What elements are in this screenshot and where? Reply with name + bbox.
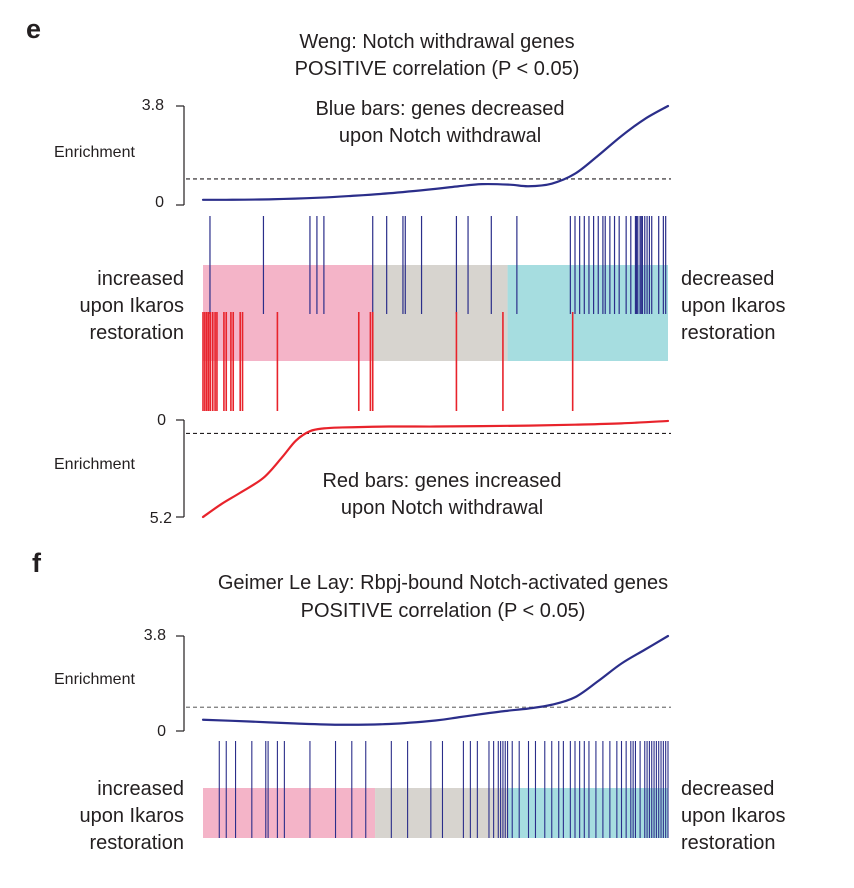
panel-e-region-teal [507, 265, 668, 361]
panel-e-upper-axis [176, 105, 185, 206]
panel-e-left-label-line1: increased [97, 268, 184, 290]
panel-e-upper-ymin-label: 0 [155, 194, 164, 211]
panel-e-lower-ylabel: Enrichment [54, 456, 135, 473]
panel-e-right-label: decreased upon Ikaros restoration [681, 268, 786, 344]
panel-e-left-label: increased upon Ikaros restoration [79, 268, 184, 344]
panel-e-blue-annotation-line2: upon Notch withdrawal [339, 125, 541, 147]
panel-f-left-label-line3: restoration [90, 832, 185, 854]
panel-e-lower-curve [201, 419, 670, 519]
panel-e-red-annotation-line2: upon Notch withdrawal [341, 497, 543, 519]
panel-f-region-teal [507, 788, 668, 838]
panel-e-lower-ymax-label: 5.2 [150, 510, 172, 527]
panel-e-left-label-line2: upon Ikaros [79, 295, 184, 317]
panel-f-region-bands [203, 788, 668, 838]
panel-e-upper-enrichment-line [201, 104, 670, 201]
panel-e-region-pink [203, 265, 373, 361]
panel-f-upper-ylabel: Enrichment [54, 671, 135, 688]
panel-f-right-label-line3: restoration [681, 832, 776, 854]
panel-f-region-gray [375, 788, 508, 838]
panel-f-upper-ymin-label: 0 [157, 723, 166, 740]
panel-e-right-label-line1: decreased [681, 268, 774, 290]
panel-f-upper-enrichment-line [201, 634, 670, 726]
panel-e-red-bars [202, 312, 574, 411]
panel-f-blue-bars [218, 741, 669, 838]
panel-e-right-label-line3: restoration [681, 322, 776, 344]
panel-f-right-label-line1: decreased [681, 778, 774, 800]
panel-e-upper-ylabel: Enrichment [54, 144, 135, 161]
panel-f-upper-curve [201, 634, 670, 726]
panel-f-right-label-line2: upon Ikaros [681, 805, 786, 827]
panel-e-red-annotation-line1: Red bars: genes increased [322, 470, 561, 492]
panel-f-letter: f [32, 548, 42, 578]
panel-f-left-label-line2: upon Ikaros [79, 805, 184, 827]
panel-e-title: Weng: Notch withdrawal genes [299, 31, 574, 53]
panel-f-subtitle: POSITIVE correlation (P < 0.05) [301, 600, 586, 622]
panel-f-left-label: increased upon Ikaros restoration [79, 778, 184, 854]
panel-e-lower-axis [176, 419, 185, 518]
panel-e-upper-curve [201, 104, 670, 201]
panel-e-right-label-line2: upon Ikaros [681, 295, 786, 317]
panel-e-lower-ymin-label: 0 [157, 412, 166, 429]
panel-e-letter: e [26, 14, 41, 44]
panel-f-upper-ymax-label: 3.8 [144, 627, 166, 644]
panel-e-subtitle: POSITIVE correlation (P < 0.05) [295, 58, 580, 80]
panel-f-title: Geimer Le Lay: Rbpj-bound Notch-activate… [218, 572, 668, 594]
panel-f-right-label: decreased upon Ikaros restoration [681, 778, 786, 854]
panel-e-left-label-line3: restoration [90, 322, 185, 344]
panel-e-blue-annotation-line1: Blue bars: genes decreased [315, 98, 564, 120]
panel-f-upper-axis [176, 635, 185, 732]
panel-e-lower-enrichment-line [201, 419, 670, 519]
panel-e-upper-ymax-label: 3.8 [142, 97, 164, 114]
panel-f-region-pink [203, 788, 376, 838]
panel-e-region-gray [372, 265, 508, 361]
panel-e-blue-bars [209, 216, 667, 314]
panel-f-left-label-line1: increased [97, 778, 184, 800]
